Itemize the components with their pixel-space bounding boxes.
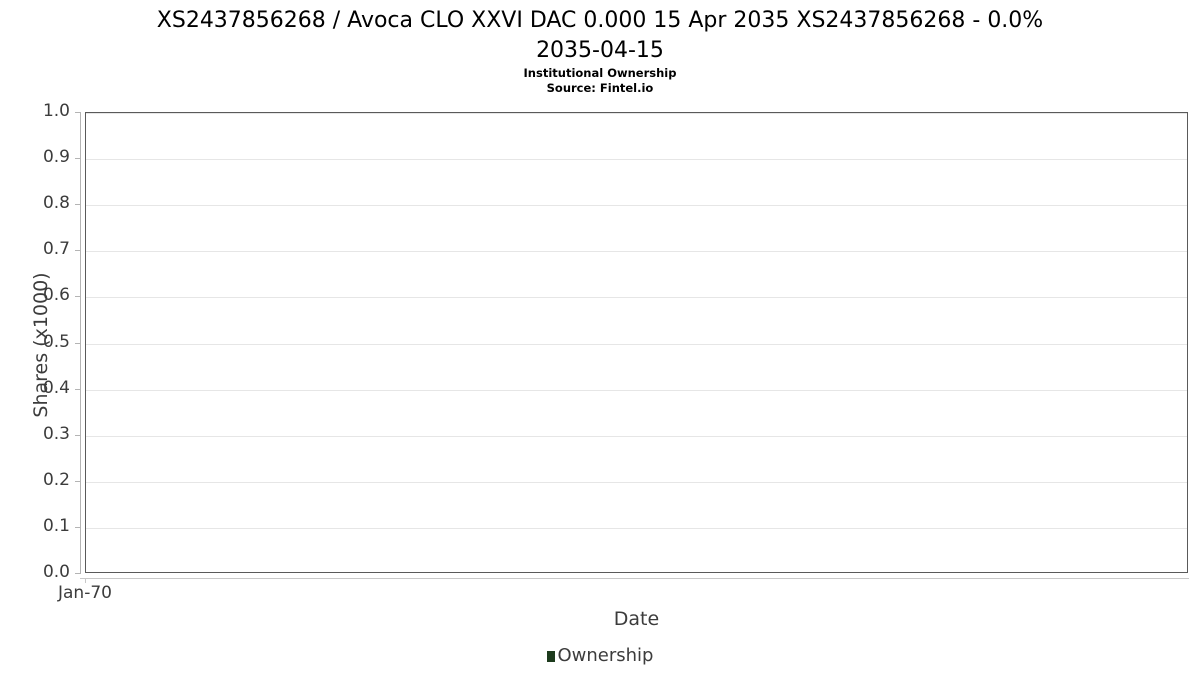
y-tick-label: 0.0 bbox=[42, 562, 70, 582]
y-tick-mark bbox=[75, 526, 81, 528]
y-tick-mark bbox=[75, 434, 81, 436]
gridline bbox=[86, 159, 1187, 161]
legend-item[interactable]: Ownership bbox=[546, 645, 654, 666]
legend-swatch-icon bbox=[546, 650, 555, 662]
gridline bbox=[86, 435, 1187, 437]
x-axis-title: Date bbox=[613, 608, 660, 630]
gridline bbox=[86, 527, 1187, 529]
y-tick-label: 0.8 bbox=[42, 193, 70, 214]
y-tick-mark bbox=[75, 342, 81, 344]
y-tick-mark bbox=[75, 480, 81, 482]
y-tick-label: 0.2 bbox=[42, 469, 70, 490]
y-tick-label: 0.6 bbox=[42, 285, 70, 306]
plot-area bbox=[85, 112, 1188, 573]
gridline bbox=[86, 205, 1187, 207]
y-tick-mark bbox=[75, 112, 81, 113]
y-tick-mark bbox=[75, 573, 81, 574]
chart-title: XS2437856268 / Avoca CLO XXVI DAC 0.000 … bbox=[156, 8, 1044, 63]
y-tick-label: 0.9 bbox=[42, 147, 70, 168]
y-tick-mark bbox=[75, 296, 81, 298]
x-tick-mark bbox=[85, 578, 86, 583]
y-tick-label: 0.3 bbox=[42, 423, 70, 444]
x-tick-label: Jan-70 bbox=[58, 583, 112, 603]
x-axis-spine bbox=[80, 578, 1189, 579]
chart-legend: Ownership bbox=[0, 646, 1200, 666]
y-tick-label: 0.7 bbox=[42, 239, 70, 260]
y-tick-mark bbox=[75, 204, 81, 206]
gridline bbox=[86, 343, 1187, 345]
y-tick-label: 1.0 bbox=[42, 101, 70, 121]
y-tick-label: 0.4 bbox=[42, 377, 70, 398]
gridline bbox=[86, 481, 1187, 483]
gridline bbox=[86, 251, 1187, 253]
chart-subtitle: Institutional Ownership bbox=[523, 66, 677, 80]
y-tick-mark bbox=[75, 250, 81, 252]
y-tick-label: 0.5 bbox=[42, 331, 70, 352]
chart-source-label: Source: Fintel.io bbox=[546, 81, 654, 95]
gridline bbox=[86, 297, 1187, 299]
gridline bbox=[86, 113, 1187, 114]
y-tick-mark bbox=[75, 388, 81, 390]
legend-label: Ownership bbox=[557, 645, 654, 666]
gridline bbox=[86, 389, 1187, 391]
y-tick-mark bbox=[75, 158, 81, 160]
y-tick-label: 0.1 bbox=[42, 515, 70, 536]
